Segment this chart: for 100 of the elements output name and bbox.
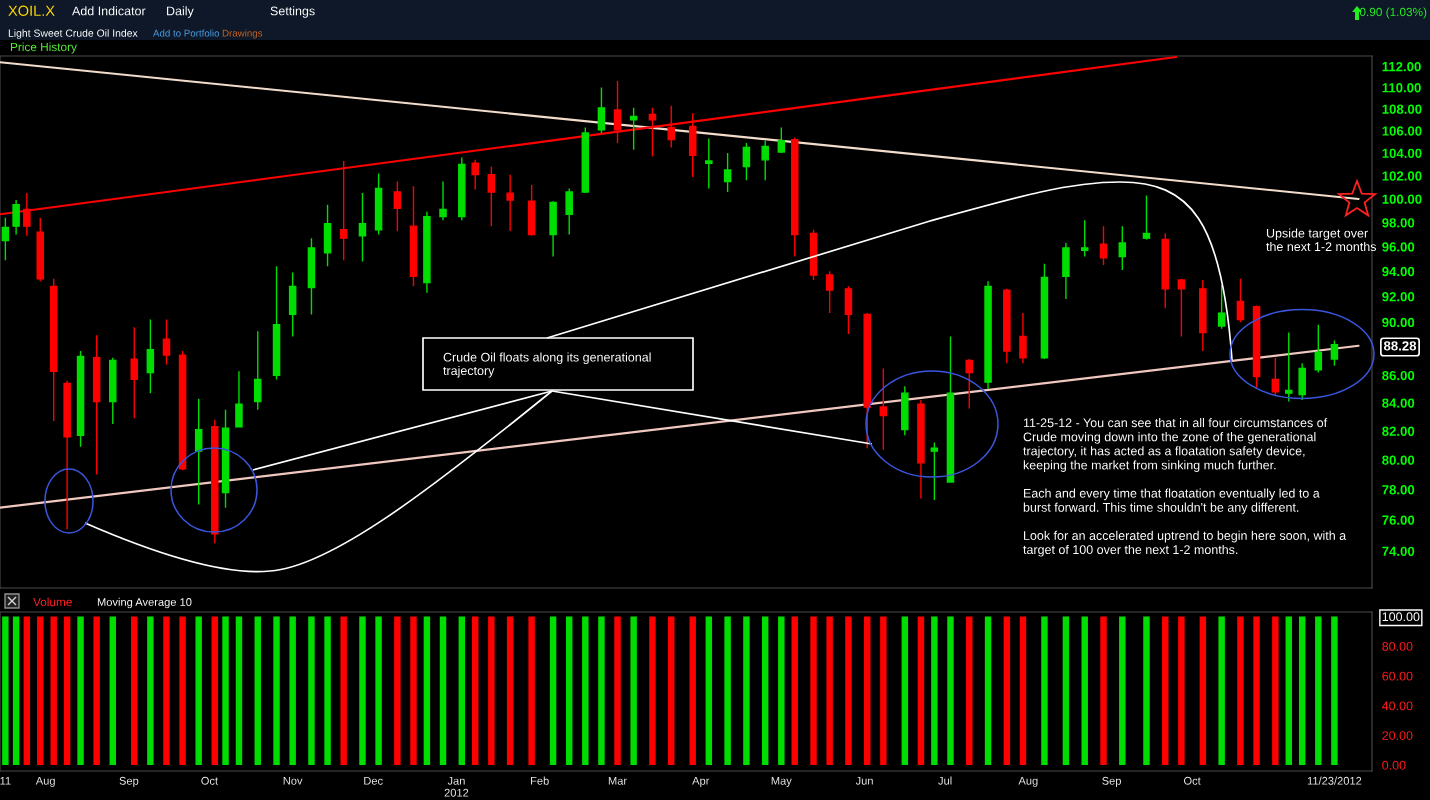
candlestick [162,318,171,366]
candlestick [527,184,536,237]
annotation: Crude Oil floats along its generational trajectory [443,352,651,378]
candlestick [1003,288,1011,364]
candlestick [487,165,496,227]
candlestick [930,441,939,501]
chart-title: Volume [33,597,72,607]
y-tick-label: 98.00 [1382,218,1415,228]
candlestick [1080,219,1089,258]
candlestick [1177,278,1186,338]
y-tick-label: 80.00 [1382,641,1413,651]
x-tick-label: Nov [283,776,303,785]
text: 0.90 (1.03%) [1359,7,1427,19]
candlestick [1099,225,1108,266]
y-tick-label: 90.00 [1382,317,1415,328]
candlestick [1,217,10,261]
y-tick-label: 96.00 [1382,242,1415,252]
candlestick [1142,194,1151,241]
candlestick [1236,278,1245,323]
candlestick [723,152,732,193]
x-tick-label: Mar [608,776,627,785]
x-tick-label: Jul [938,776,952,785]
text: Add to Portfolio [153,29,220,37]
candlestick [742,142,751,182]
candlestick [63,380,71,530]
candlestick [965,358,974,410]
annotation: Upside target over the next 1-2 months [1266,228,1377,252]
y-tick-label: 86.00 [1382,370,1415,381]
candlestick [1019,312,1027,364]
candlestick [844,285,853,335]
x-tick-label: Jan 2012 [444,776,469,797]
y-tick-label: 40.00 [1382,701,1413,711]
candlestick [253,330,262,411]
chart-title: XOIL.X [8,5,55,16]
text: Settings [270,6,315,18]
candlestick [221,409,230,509]
y-tick-label: 100.00 [1382,194,1422,204]
candlestick [581,126,590,194]
candlestick [76,350,85,448]
text: 88.28 [1383,341,1417,351]
candlestick [1062,242,1070,300]
y-tick-label: 20.00 [1382,731,1413,740]
y-tick-label: 92.00 [1382,292,1415,302]
x-tick-label: Feb [531,776,549,785]
candlestick [506,173,514,232]
candlestick [393,180,402,232]
candlestick [901,385,909,437]
x-tick-label: Aug [35,776,55,787]
candlestick [946,335,955,483]
candlestick [1285,331,1293,403]
candlestick [761,140,769,182]
y-tick-label: 94.00 [1382,266,1415,277]
x-tick-label: Oct [201,776,218,785]
candlestick [288,271,297,338]
candlestick [1217,284,1226,330]
candlestick [790,136,799,258]
candlestick [648,107,657,158]
candlestick [471,159,479,191]
x-tick-label: Dec [364,776,383,785]
candlestick [130,326,139,419]
y-tick-label: 0.00 [1382,760,1406,770]
x-tick-label: Jun [855,776,873,785]
text: Price History [10,42,77,54]
candlestick [358,192,367,263]
candlestick [597,86,606,134]
y-tick-label: 108.00 [1382,104,1422,114]
candlestick [809,229,818,281]
candlestick [1252,304,1261,390]
candlestick [825,270,834,314]
y-tick-label: 82.00 [1382,426,1415,436]
candlestick [374,172,383,236]
candlestick [917,399,925,500]
text: Moving Average 10 [97,597,192,609]
candlestick [194,397,203,506]
x-tick-label: Apr [692,776,710,787]
candlestick [1199,279,1207,352]
candlestick [323,204,332,268]
y-tick-label: 74.00 [1382,546,1415,556]
candlestick [36,217,45,282]
y-tick-label: 112.00 [1382,61,1421,72]
candlestick [109,357,117,425]
x-tick-label: May [771,776,792,787]
candlestick [439,180,447,221]
y-tick-label: 78.00 [1382,485,1415,495]
x-tick-label: 11 [0,776,11,785]
candlestick [688,112,697,178]
candlestick [863,312,871,449]
y-tick-label: 104.00 [1382,148,1422,158]
y-tick-label: 106.00 [1382,126,1422,136]
candlestick [1118,225,1127,271]
candlestick [777,126,786,154]
candlestick [667,104,675,149]
y-tick-label: 80.00 [1382,455,1415,465]
x-tick-label: Sep [119,776,139,787]
x-tick-label: Sep [1102,776,1121,787]
text: Daily [167,6,194,18]
candlestick [307,237,316,316]
candlestick [458,156,466,221]
candlestick [1298,362,1306,401]
candlestick [1271,357,1280,397]
